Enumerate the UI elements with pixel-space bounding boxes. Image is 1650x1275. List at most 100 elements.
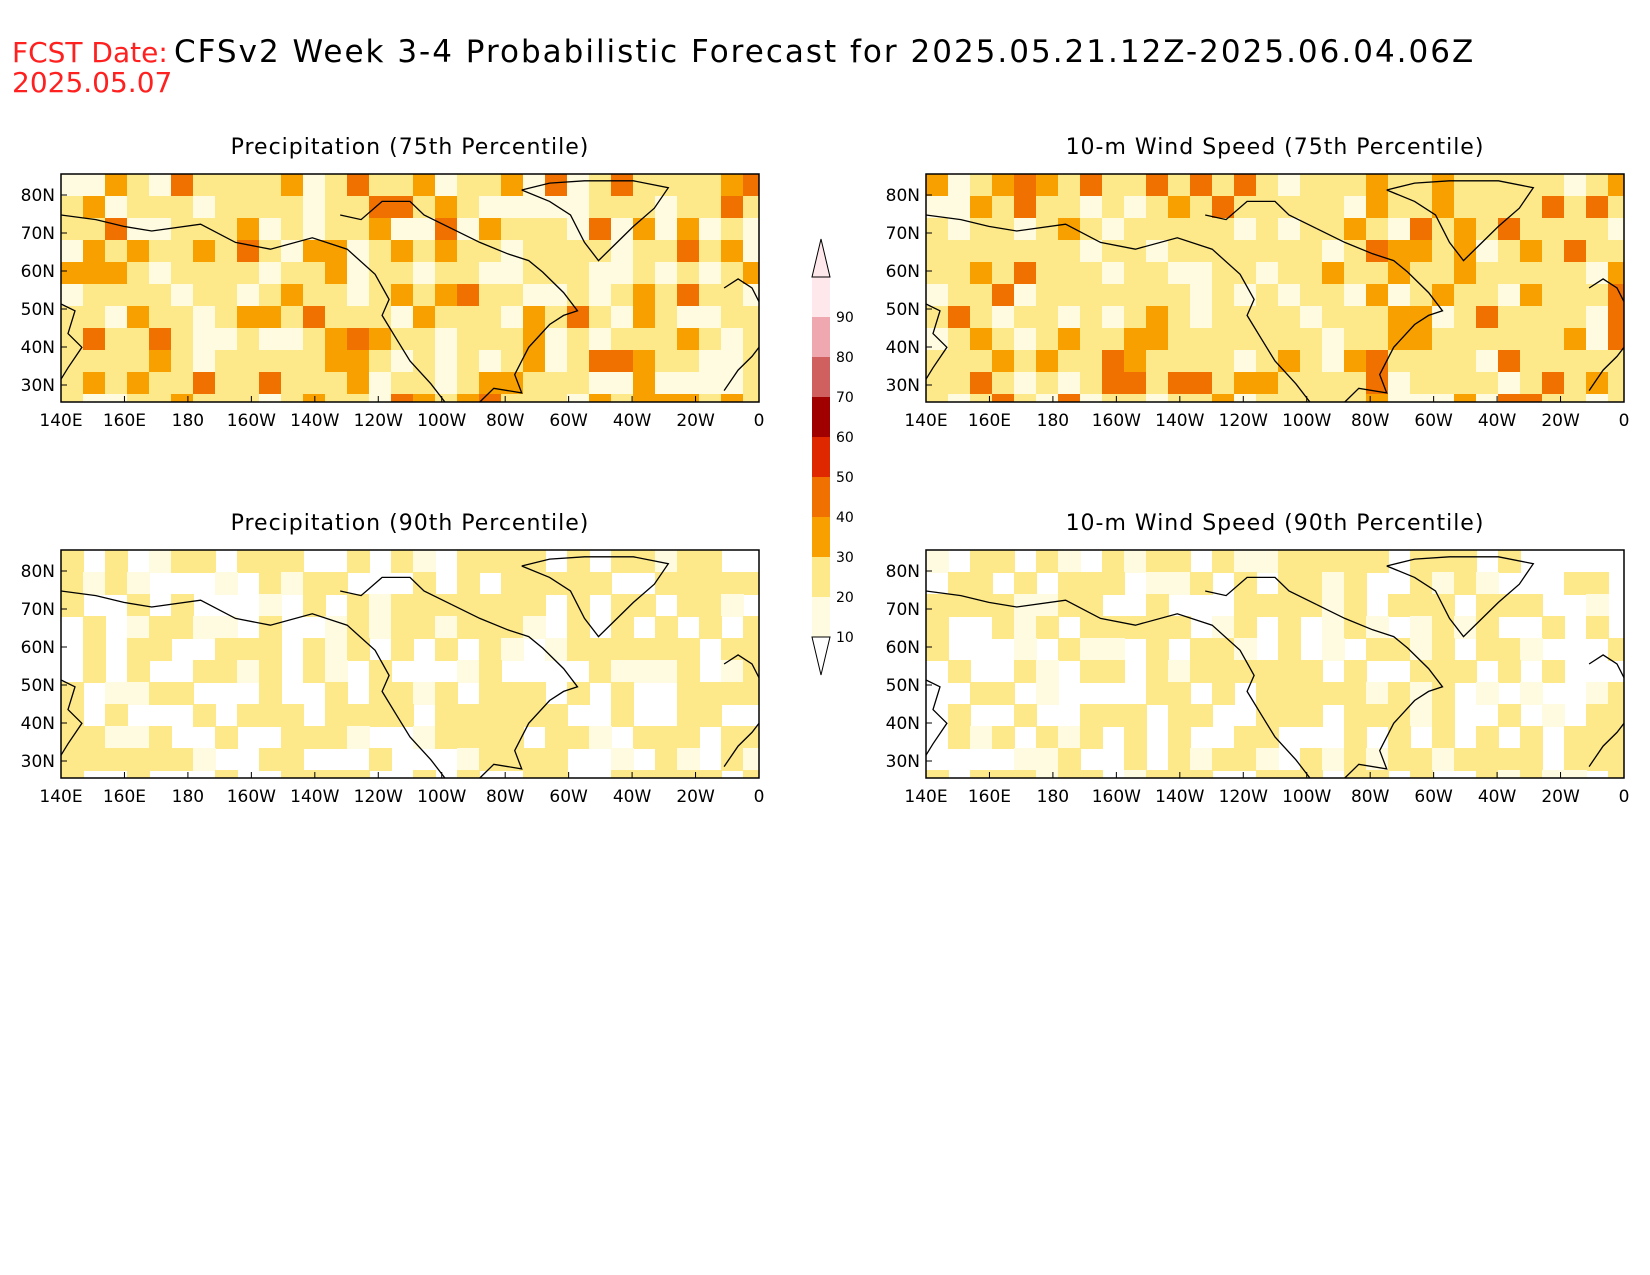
map-panel-4: 10-m Wind Speed (90th Percentile) 140E 160… [886,511,1630,807]
lat-tick-label: 30N [886,376,920,396]
lat-tick-label: 40N [886,714,920,734]
lon-tick-label: 80W [486,787,525,807]
lon-tick-label: 180 [1037,411,1069,431]
lon-tick-label: 40W [1478,411,1517,431]
lat-tick-label: 70N [886,224,920,244]
lon-tick-label: 0 [1619,787,1630,807]
coastline [1316,228,1444,402]
panel-title: Precipitation (75th Percentile) [231,135,590,160]
panel-title: 10-m Wind Speed (75th Percentile) [1066,135,1485,160]
lat-tick-label: 60N [21,638,55,658]
panel-title: 10-m Wind Speed (90th Percentile) [1066,511,1485,536]
coastline [61,590,446,778]
coastline [61,214,446,402]
colorbar-label: 30 [836,550,854,566]
coastline [926,590,1311,778]
map-frame [60,173,760,403]
map-frame [925,173,1625,403]
lon-tick-label: 40W [1478,787,1517,807]
lat-tick-label: 30N [21,752,55,772]
lat-tick-label: 60N [886,262,920,282]
coastline [926,214,1311,402]
lon-tick-label: 20W [676,787,715,807]
coastline [1316,604,1444,778]
lon-tick-label: 160W [1092,411,1141,431]
lon-tick-label: 0 [1619,411,1630,431]
lon-tick-label: 20W [676,411,715,431]
colorbar-swatch [812,317,830,357]
lat-tick-label: 80N [21,562,55,582]
map-panel-2: 10-m Wind Speed (75th Percentile) 140E 160… [886,135,1630,431]
colorbar-min-arrow [811,636,831,676]
lon-tick-label: 60W [549,787,588,807]
lon-tick-label: 100W [1282,787,1331,807]
coastline [451,604,579,778]
lon-tick-label: 140E [39,787,82,807]
coastline [1588,722,1624,767]
lon-tick-label: 0 [754,411,765,431]
map-panel-1: Precipitation (75th Percentile) 140E 160E 1… [21,135,765,431]
lon-tick-label: 160W [227,787,276,807]
coastline [1205,576,1318,606]
lat-tick-label: 60N [21,262,55,282]
lat-tick-label: 40N [21,714,55,734]
probability-field [61,550,759,778]
lon-tick-label: 20W [1541,411,1580,431]
colorbar-swatch [812,437,830,477]
lon-tick-label: 160E [103,411,146,431]
lat-tick-label: 80N [21,186,55,206]
lon-tick-label: 180 [172,411,204,431]
probability-field [926,174,1624,402]
coastline [723,346,759,391]
lon-tick-label: 180 [1037,787,1069,807]
coastline [1588,654,1624,678]
lon-tick-label: 60W [1414,787,1453,807]
lon-tick-label: 120W [354,411,403,431]
coastline [723,278,759,302]
colorbar-max-arrow [811,238,831,278]
lon-tick-label: 140W [1155,411,1204,431]
lat-tick-label: 40N [21,338,55,358]
lon-tick-label: 100W [1282,411,1331,431]
lon-tick-label: 20W [1541,787,1580,807]
colorbar-label: 60 [836,430,854,446]
coastline [1588,346,1624,391]
colorbar-swatch [812,277,830,317]
coastline [61,679,83,756]
coastline [723,654,759,678]
lon-tick-label: 0 [754,787,765,807]
figure-title: CFSv2 Week 3-4 Probabilistic Forecast fo… [174,34,1475,70]
lon-tick-label: 140W [1155,787,1204,807]
colorbar-label: 40 [836,510,854,526]
lon-tick-label: 80W [1351,787,1390,807]
colorbar-swatch [812,557,830,597]
lon-tick-label: 120W [354,787,403,807]
lon-tick-label: 160E [968,787,1011,807]
lat-tick-label: 70N [21,224,55,244]
lon-tick-label: 160E [968,411,1011,431]
lon-tick-label: 140W [290,787,339,807]
coastline [1386,180,1535,262]
coastline [61,303,83,380]
lat-tick-label: 40N [886,338,920,358]
lat-tick-label: 70N [886,600,920,620]
panel-group: Precipitation (75th Percentile)140E 160E 1… [21,135,1630,807]
coastline [926,679,948,756]
fcst-date-value: 2025.05.07 [12,66,172,99]
lat-tick-label: 50N [886,300,920,320]
colorbar-label: 80 [836,350,854,366]
lon-tick-label: 120W [1219,787,1268,807]
lat-tick-label: 80N [886,186,920,206]
map-frame [925,549,1625,779]
lon-tick-label: 60W [1414,411,1453,431]
coastline [926,303,948,380]
fcst-date-label: FCST Date: [12,36,168,69]
colorbar-swatch [812,397,830,437]
coastline [1205,200,1318,230]
probability-field [61,174,759,402]
colorbar-swatch [812,517,830,557]
lat-tick-label: 30N [21,376,55,396]
lat-tick-label: 50N [886,676,920,696]
lon-tick-label: 140E [904,411,947,431]
